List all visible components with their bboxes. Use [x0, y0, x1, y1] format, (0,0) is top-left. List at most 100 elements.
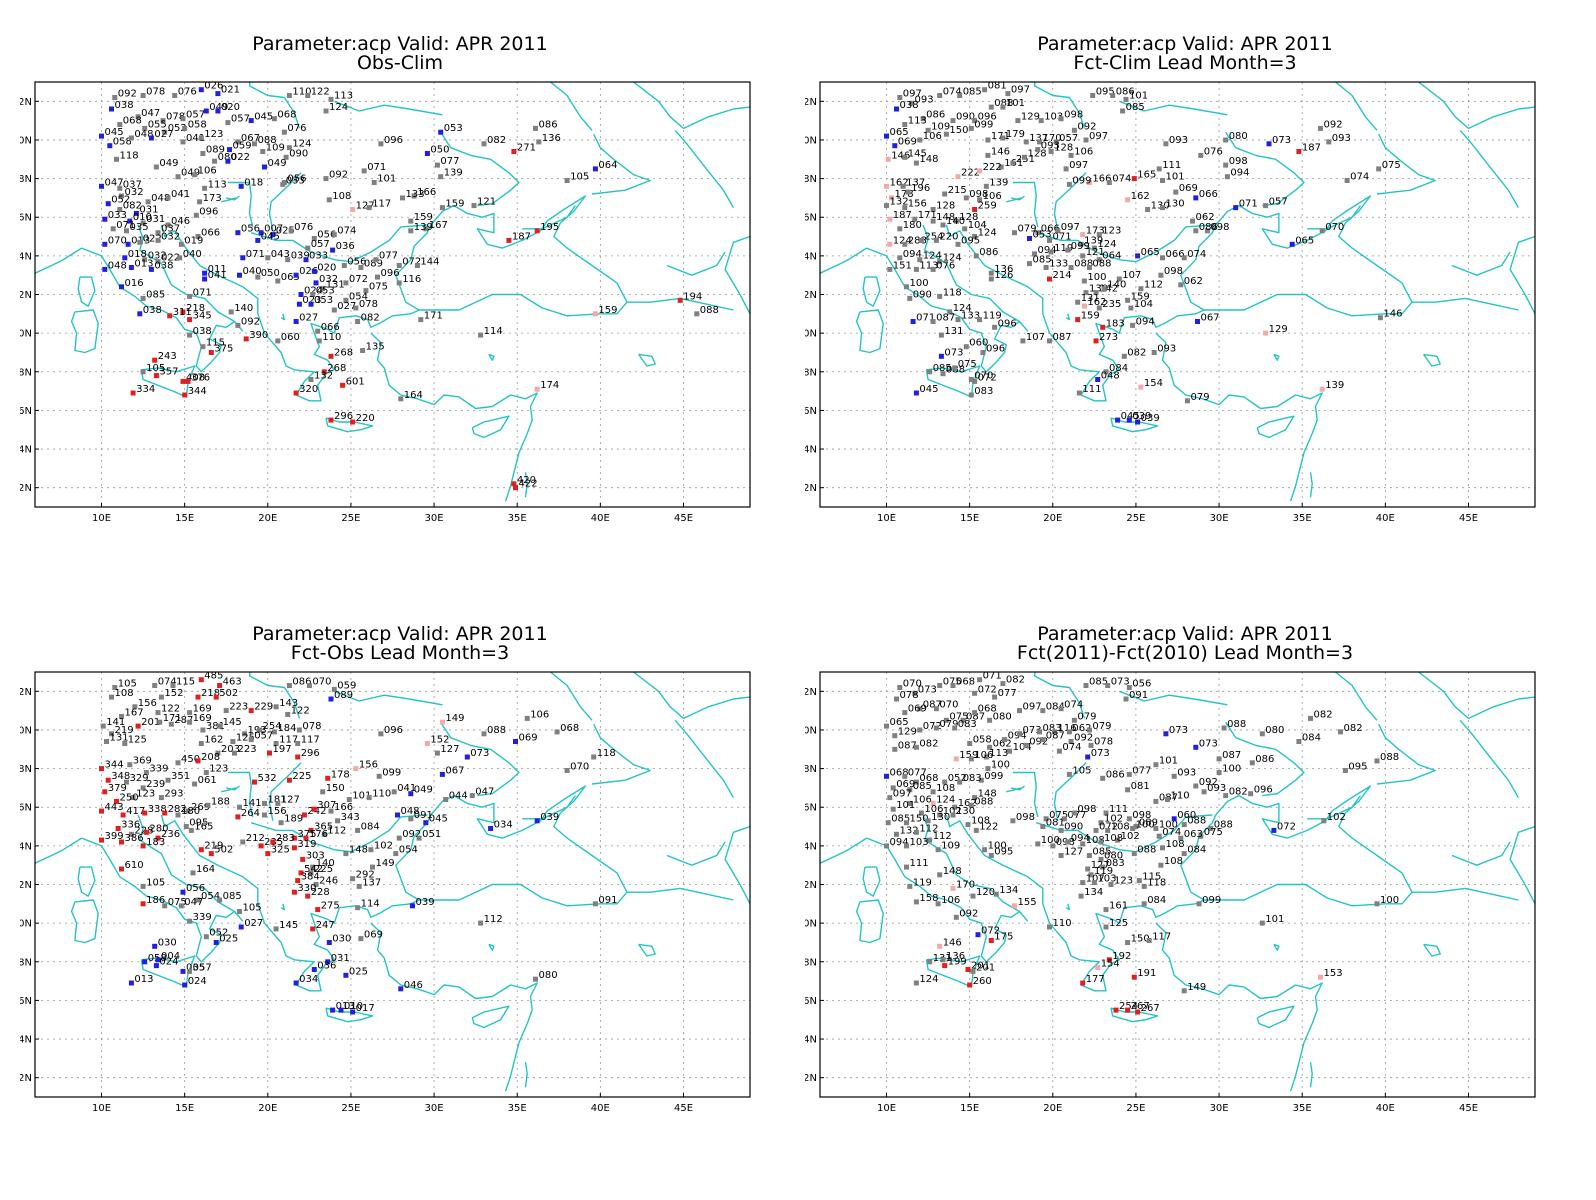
station-value: 081: [1046, 818, 1065, 829]
station-value: 069: [519, 733, 538, 744]
station-value: 111: [1082, 384, 1101, 395]
station-marker: [1193, 783, 1199, 789]
station-value: 097: [1011, 85, 1030, 96]
lon-tick-label: 30E: [1210, 513, 1229, 524]
station-marker: [368, 847, 374, 853]
station-value: 288: [908, 235, 927, 246]
station-value: 187: [512, 231, 531, 242]
station-marker: [158, 795, 164, 801]
station-value: 271: [517, 143, 536, 154]
coastline: [1053, 172, 1087, 231]
station-value: 339: [149, 764, 168, 775]
station-marker: [1319, 386, 1325, 392]
station-value: 045: [261, 231, 280, 242]
station-marker: [355, 319, 361, 324]
station-value: 137: [362, 877, 381, 888]
station-value: 283: [276, 833, 295, 844]
coastline: [77, 276, 96, 307]
station-value: 049: [209, 102, 228, 113]
station-value: 073: [1169, 725, 1188, 736]
station-marker: [295, 754, 301, 760]
station-value: 130: [931, 812, 950, 823]
station-value: 357: [159, 367, 178, 378]
station-marker: [1040, 737, 1046, 743]
station-value: 267: [1131, 1001, 1150, 1012]
station-marker: [355, 905, 361, 911]
station-marker: [273, 926, 279, 932]
coastline: [1006, 197, 1022, 203]
station-marker: [353, 305, 359, 311]
lat-tick-label: 46N: [805, 213, 817, 224]
station-value: 122: [291, 706, 310, 717]
station-value: 158: [919, 893, 938, 904]
station-marker: [978, 777, 984, 783]
station-marker: [439, 771, 445, 777]
station-value: 032: [125, 187, 144, 198]
station-value: 102: [374, 841, 393, 852]
station-marker: [524, 715, 530, 721]
station-value: 122: [161, 704, 180, 715]
station-marker: [331, 686, 337, 692]
station-marker: [887, 266, 893, 272]
station-marker: [343, 297, 349, 303]
station-marker: [1338, 729, 1343, 735]
station-marker: [957, 779, 963, 785]
station-value: 188: [211, 796, 230, 807]
station-marker: [396, 835, 402, 841]
station-value: 114: [484, 326, 503, 337]
station-marker: [162, 903, 168, 909]
coastline: [855, 899, 884, 944]
station-marker: [395, 812, 400, 818]
station-value: 086: [1106, 769, 1125, 780]
station-value: 011: [208, 264, 227, 275]
station-marker: [1146, 938, 1152, 943]
station-marker: [694, 311, 700, 317]
station-value: 026: [204, 81, 223, 92]
station-value: 066: [321, 322, 340, 333]
station-value: 098: [1164, 266, 1183, 277]
station-value: 060: [969, 338, 988, 349]
station-marker: [1130, 826, 1136, 831]
station-value: 093: [1169, 135, 1188, 146]
station-value: 039: [291, 251, 310, 262]
station-value: 128: [936, 201, 955, 212]
station-value: 068: [560, 723, 579, 734]
station-value: 010: [344, 1001, 363, 1012]
panel-title: Parameter:acp Valid: APR 2011: [1037, 33, 1333, 55]
station-marker: [128, 265, 134, 270]
station-value: 082: [1314, 709, 1333, 720]
station-value: 048: [108, 260, 127, 271]
station-marker: [1083, 290, 1089, 296]
station-value: 151: [893, 260, 912, 271]
station-value: 049: [414, 785, 433, 796]
station-marker: [592, 166, 598, 172]
station-value: 150: [910, 814, 929, 825]
station-value: 066: [1199, 189, 1218, 200]
station-marker: [112, 685, 118, 690]
station-value: 016: [125, 278, 144, 289]
station-value: 057: [231, 114, 250, 125]
station-marker: [165, 777, 171, 783]
station-value: 212: [246, 833, 265, 844]
station-marker: [155, 957, 161, 963]
station-marker: [109, 731, 114, 737]
station-value: 087: [936, 313, 955, 324]
station-marker: [326, 197, 332, 203]
station-marker: [1096, 257, 1102, 263]
station-marker: [230, 739, 236, 744]
station-marker: [180, 378, 186, 384]
station-marker: [371, 180, 377, 185]
station-marker: [416, 835, 422, 841]
station-value: 108: [1086, 835, 1105, 846]
station-marker: [1091, 880, 1097, 886]
station-marker: [223, 708, 229, 714]
station-marker: [155, 835, 161, 841]
station-value: 129: [1021, 112, 1040, 123]
station-value: 076: [936, 260, 955, 271]
station-value: 088: [1187, 816, 1206, 827]
station-value: 038: [143, 305, 162, 316]
station-marker: [258, 843, 264, 849]
station-value: 078: [359, 299, 378, 310]
station-marker: [1012, 903, 1017, 909]
station-value: 180: [903, 220, 922, 231]
